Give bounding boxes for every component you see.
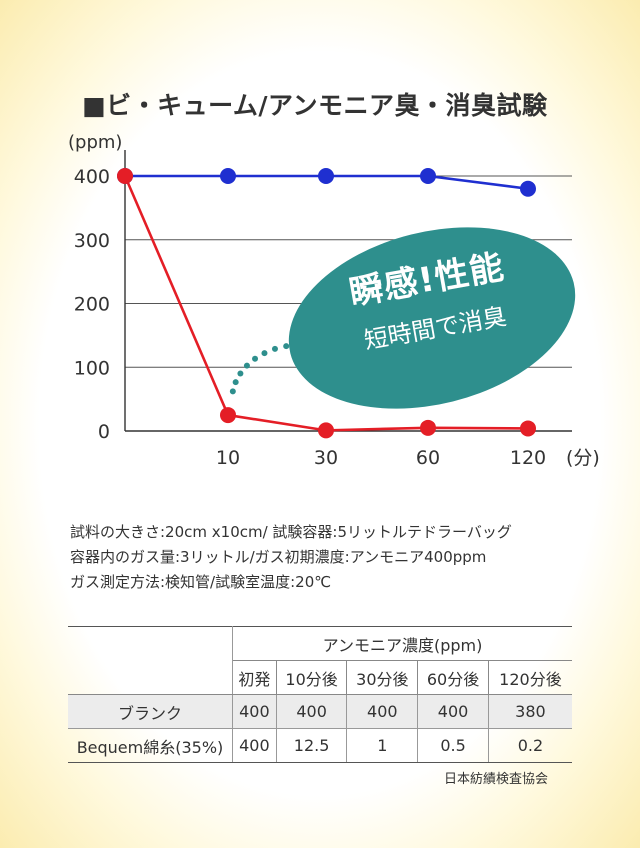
table-group-header-row: アンモニア濃度(ppm) xyxy=(68,626,572,661)
x-axis-unit-label: (分) xyxy=(566,447,600,469)
x-tick-label: 10 xyxy=(216,447,240,469)
data-point xyxy=(117,168,133,184)
x-tick-label: 30 xyxy=(314,447,338,469)
test-conditions: 試料の大きさ:20cm x10cm/ 試験容器:5リットルテドラーバッグ 容器内… xyxy=(70,520,512,595)
column-header: 10分後 xyxy=(276,660,348,695)
condition-line: 試料の大きさ:20cm x10cm/ 試験容器:5リットルテドラーバッグ xyxy=(70,523,512,541)
data-point xyxy=(420,168,436,184)
table-cell: 400 xyxy=(275,694,347,729)
y-tick-label: 100 xyxy=(74,357,110,379)
data-point xyxy=(520,180,536,197)
condition-line: ガス測定方法:検知管/試験室温度:20℃ xyxy=(70,573,332,591)
data-point xyxy=(318,168,334,184)
table-cell: 400 xyxy=(346,694,418,729)
table-cell: 0.2 xyxy=(487,728,572,763)
column-header: 60分後 xyxy=(417,660,489,695)
decorative-dot xyxy=(261,350,268,357)
results-table: アンモニア濃度(ppm) 初発 10分後 30分後 60分後 120分後 ブラン… xyxy=(68,626,572,763)
row-label: Bequem綿糸(35%) xyxy=(68,728,233,763)
source-credit: 日本紡績検査協会 xyxy=(444,772,549,787)
x-tick-label: 60 xyxy=(416,447,440,469)
decorative-dot xyxy=(232,379,239,386)
data-point xyxy=(520,420,536,437)
chart-title: ■ビ・キューム/アンモニア臭・消臭試験 xyxy=(82,91,548,120)
table-column-header-row: 初発 10分後 30分後 60分後 120分後 xyxy=(68,660,572,695)
column-header: 120分後 xyxy=(488,660,572,695)
column-header: 初発 xyxy=(232,660,277,695)
data-point xyxy=(420,419,436,436)
y-axis-unit-label: (ppm) xyxy=(68,132,122,153)
table-cell: 0.5 xyxy=(417,728,489,763)
decorative-dot xyxy=(229,388,236,395)
y-tick-label: 400 xyxy=(74,166,110,188)
decorative-dot xyxy=(252,355,259,362)
row-label: ブランク xyxy=(68,694,233,729)
table-cell: 400 xyxy=(232,694,277,729)
x-tick-label: 120 xyxy=(510,447,546,469)
table-cell: 400 xyxy=(232,728,277,763)
decorative-dot xyxy=(283,343,290,350)
table-cell: 1 xyxy=(346,728,418,763)
table-row: Bequem綿糸(35%) 400 12.5 1 0.5 0.2 xyxy=(68,728,572,763)
table-cell: 12.5 xyxy=(275,728,347,763)
column-header: 30分後 xyxy=(346,660,419,695)
line-chart: (ppm) (分) 0 100 200 300 400 10 30 60 120 xyxy=(68,132,600,469)
data-point xyxy=(220,407,236,424)
table-cell: 400 xyxy=(417,694,489,729)
y-tick-label: 200 xyxy=(74,294,110,316)
condition-line: 容器内のガス量:3リットル/ガス初期濃度:アンモニア400ppm xyxy=(70,548,487,566)
decorative-dot xyxy=(271,345,278,352)
decorative-dot xyxy=(243,362,250,369)
data-point xyxy=(220,168,236,184)
data-point xyxy=(318,422,334,439)
table-group-header: アンモニア濃度(ppm) xyxy=(232,626,572,661)
y-tick-label: 0 xyxy=(98,421,110,443)
table-cell: 380 xyxy=(487,694,572,729)
table-row: ブランク 400 400 400 400 380 xyxy=(68,694,572,729)
y-tick-label: 300 xyxy=(74,230,110,252)
decorative-dot xyxy=(237,370,244,377)
